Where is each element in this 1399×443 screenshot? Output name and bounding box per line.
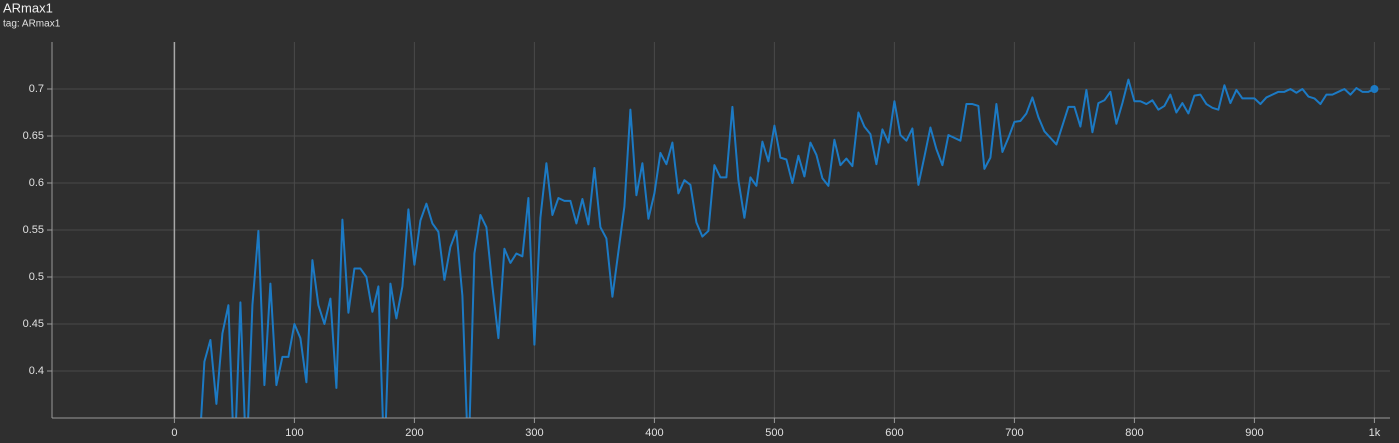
x-tick-label: 100 xyxy=(285,427,303,439)
y-tick-label: 0.5 xyxy=(29,271,44,283)
axes: 0.4 0.45 0.5 0.55 0.6 0.65 0.7 0 100 200 300 400 500… xyxy=(23,42,1390,439)
grid xyxy=(52,42,1390,418)
series-line xyxy=(200,78,1375,418)
last-point xyxy=(1370,85,1379,93)
x-tick-label: 600 xyxy=(885,427,903,439)
y-tick-label: 0.45 xyxy=(23,318,44,330)
x-tick-label: 200 xyxy=(405,427,423,439)
x-tick-label: 0 xyxy=(171,427,177,439)
x-tick-label: 700 xyxy=(1005,427,1023,439)
chart-subtitle: tag: ARmax1 xyxy=(3,19,61,30)
x-tick-label: 800 xyxy=(1125,427,1143,439)
chart-title: ARmax1 xyxy=(3,0,53,15)
x-tick-label: 500 xyxy=(765,427,783,439)
y-tick-label: 0.7 xyxy=(29,83,44,95)
x-tick-label: 1k xyxy=(1369,427,1381,439)
x-tick-label: 400 xyxy=(645,427,663,439)
x-tick-label: 900 xyxy=(1245,427,1263,439)
y-tick-label: 0.65 xyxy=(23,130,44,142)
plot-area xyxy=(200,78,1379,418)
x-tick-label: 300 xyxy=(525,427,543,439)
y-tick-label: 0.4 xyxy=(29,365,44,377)
y-tick-label: 0.55 xyxy=(23,224,44,236)
y-tick-label: 0.6 xyxy=(29,177,44,189)
